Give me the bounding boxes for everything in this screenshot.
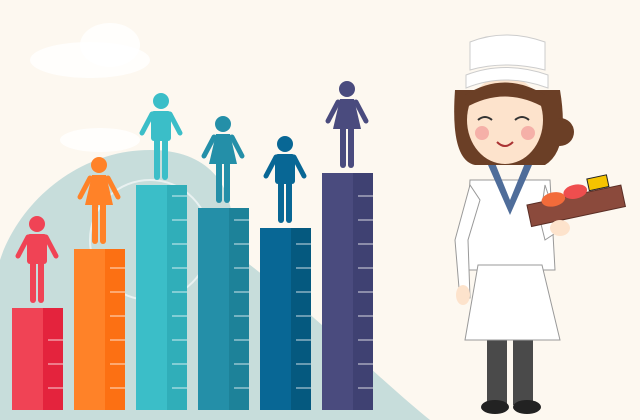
head [91, 157, 107, 173]
bar-3 [136, 93, 187, 410]
male-figure-icon [15, 216, 59, 303]
hair-bun [546, 118, 574, 146]
arm [15, 234, 31, 259]
bar-5 [260, 136, 311, 410]
dress [85, 175, 113, 205]
leg [513, 335, 533, 405]
hand [550, 220, 570, 236]
eye [514, 116, 530, 121]
head [29, 216, 45, 232]
male-figure-icon [263, 136, 307, 223]
arm [454, 183, 481, 301]
eye [477, 116, 493, 121]
shoe [481, 400, 509, 414]
hat [469, 34, 546, 71]
cheek [521, 126, 535, 140]
bar-shade [291, 228, 311, 410]
female-figure-icon [201, 116, 245, 203]
arm [325, 99, 341, 124]
bar-shade [229, 208, 249, 410]
head [277, 136, 293, 152]
head [215, 116, 231, 132]
bar-shade [105, 249, 125, 410]
hand [456, 285, 470, 305]
arm [43, 234, 59, 259]
dress [333, 99, 361, 129]
shoe [513, 400, 541, 414]
male-figure-icon [139, 93, 183, 180]
clouds [30, 23, 150, 152]
arm [353, 99, 369, 124]
bar-shade [167, 185, 187, 410]
female-figure-icon [77, 157, 121, 244]
torso [151, 111, 171, 141]
arm [77, 175, 93, 200]
bangs [465, 82, 545, 108]
arm [139, 111, 155, 136]
collar [488, 163, 532, 215]
sushi-chef [454, 34, 627, 414]
bar-4 [198, 116, 249, 410]
torso [27, 234, 47, 264]
sushi-tray [526, 174, 627, 228]
arm [105, 175, 121, 200]
arm [229, 134, 245, 159]
female-figure-icon [325, 81, 369, 168]
arm [167, 111, 183, 136]
head [339, 81, 355, 97]
hat-band [465, 67, 549, 89]
bar-chart-illustration [12, 81, 373, 410]
sushi [563, 184, 588, 199]
bar-2 [74, 157, 125, 410]
torso [275, 154, 295, 184]
head [153, 93, 169, 109]
bar-6 [322, 81, 373, 410]
smile [496, 141, 514, 147]
sushi [541, 192, 566, 207]
arm [201, 134, 217, 159]
bar-1 [12, 216, 63, 410]
arm [263, 154, 279, 179]
apron [464, 264, 561, 341]
dress [209, 134, 237, 164]
sushi [586, 174, 610, 192]
cheek [475, 126, 489, 140]
bar-shade [43, 308, 63, 410]
leg [487, 335, 507, 405]
arm [291, 154, 307, 179]
